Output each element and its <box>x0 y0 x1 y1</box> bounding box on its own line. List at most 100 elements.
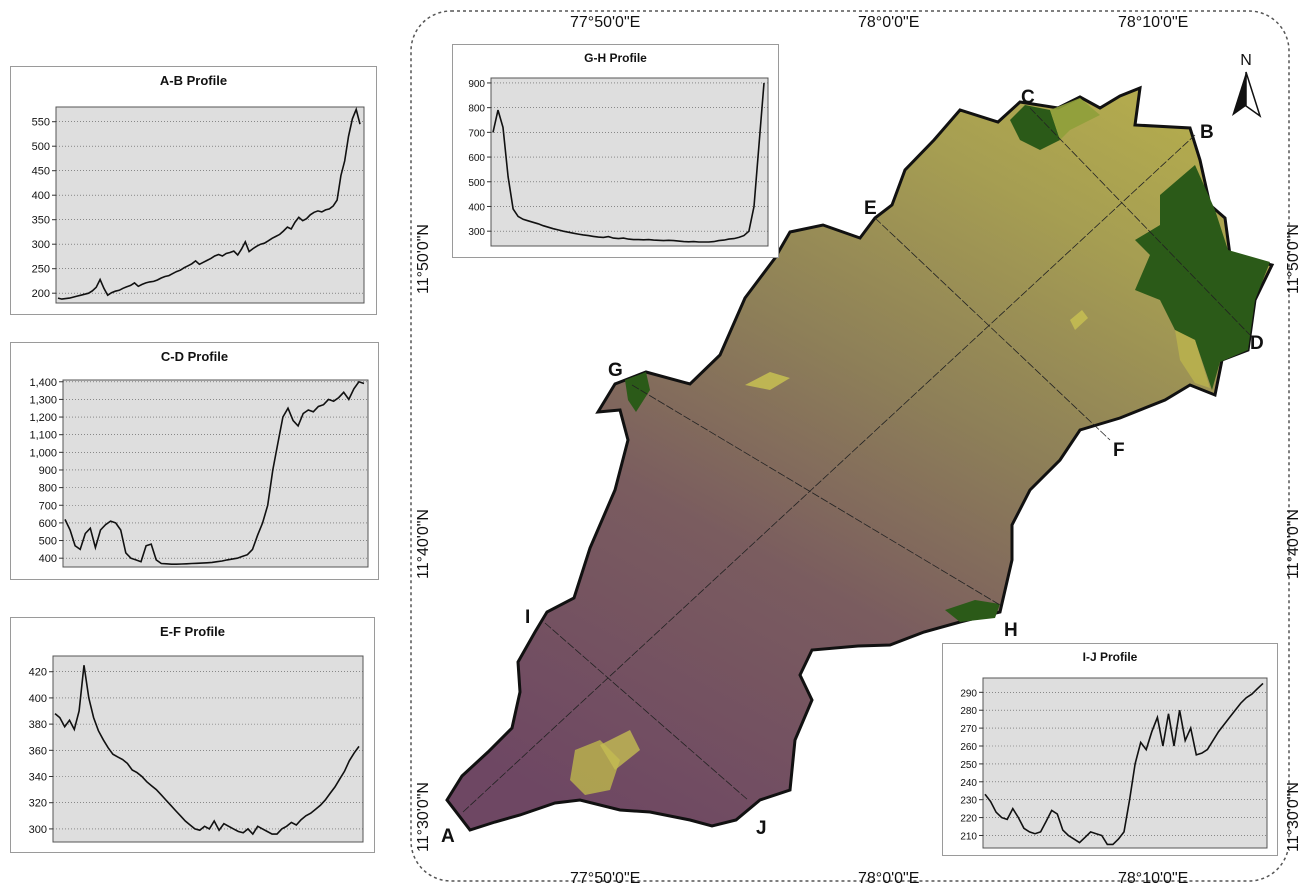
highland-east-fringe <box>1175 330 1210 388</box>
ab-profile-line <box>57 106 361 300</box>
cd-profile-line <box>64 380 365 565</box>
left-latitude-2: 11°40'0"N <box>415 509 432 579</box>
cd-tick-label: 1,200 <box>29 412 57 424</box>
ij-tick-label: 250 <box>960 760 977 771</box>
left-latitude-3: 11°30'0"N <box>415 782 432 852</box>
right-latitude-2: 11°40'0"N <box>1285 509 1302 579</box>
left-latitude-1: 11°50'0"N <box>415 224 432 294</box>
gh-profile-title: G-H Profile <box>584 51 647 65</box>
point-label-e: E <box>864 198 877 219</box>
point-label-g: G <box>608 360 623 381</box>
ab-plot-area <box>55 106 365 304</box>
ij-tick-label: 210 <box>960 831 977 842</box>
ef-profile-title: E-F Profile <box>159 624 225 639</box>
ef-tick-label: 400 <box>29 693 47 705</box>
cd-tick-label: 900 <box>39 465 57 477</box>
ij-profile-line <box>984 682 1264 846</box>
highland-h <box>945 600 1000 622</box>
gh-tick-label: 400 <box>468 202 485 213</box>
ef-tick-label: 360 <box>29 745 47 757</box>
right-latitude-3: 11°30'0"N <box>1285 782 1302 852</box>
highland-g <box>625 372 650 412</box>
gh-profile-chart: G-H Profile 300 400 500 600 700 800 900 <box>452 44 779 258</box>
point-label-d: D <box>1250 333 1264 354</box>
ef-tick-label: 320 <box>29 798 47 810</box>
highland-north-fringe <box>1050 98 1100 140</box>
north-arrow-icon <box>1232 71 1262 118</box>
ab-tick-label: 350 <box>32 215 50 227</box>
top-longitude-3: 78°10'0"E <box>1118 14 1189 31</box>
ab-tick-label: 450 <box>32 166 50 178</box>
transect-c-d <box>1029 107 1251 336</box>
ab-profile-chart: A-B Profile 200 250 300 350 400 450 500 550 <box>10 66 377 315</box>
gh-plot-area <box>490 77 769 247</box>
cd-profile-title: C-D Profile <box>160 349 229 364</box>
ij-profile-chart: I-J Profile 210 220 230 240 250 260 270 280 290 <box>942 643 1278 856</box>
green-patch-ne <box>1070 310 1088 330</box>
gh-tick-label: 600 <box>468 153 485 164</box>
point-label-h: H <box>1004 620 1018 641</box>
bottom-longitude-1: 77°50'0"E <box>570 870 641 887</box>
ef-tick-label: 300 <box>29 824 47 836</box>
ef-tick-label: 340 <box>29 772 47 784</box>
gh-tick-label: 800 <box>468 104 485 115</box>
ef-tick-label: 420 <box>29 667 47 679</box>
ab-tick-label: 250 <box>32 264 50 276</box>
ab-tick-label: 550 <box>32 117 50 129</box>
ij-profile-title: I-J Profile <box>1082 650 1138 664</box>
point-label-a: A <box>441 826 455 847</box>
point-label-i: I <box>525 607 531 628</box>
highland-north <box>1010 105 1060 150</box>
cd-tick-label: 500 <box>39 536 57 548</box>
gh-tick-label: 300 <box>468 227 485 238</box>
ij-tick-label: 270 <box>960 724 977 735</box>
cd-tick-label: 700 <box>39 500 57 512</box>
cd-profile-chart: C-D Profile 400 500 600 700 800 900 1,000 1,100… <box>10 342 379 580</box>
point-label-c: C <box>1021 87 1035 108</box>
ij-plot-area <box>982 677 1268 849</box>
point-label-b: B <box>1200 122 1214 143</box>
cd-tick-label: 600 <box>39 518 57 530</box>
ef-profile-plot: 300 320 340 360 380 400 420 <box>29 655 364 843</box>
ij-tick-label: 280 <box>960 706 977 717</box>
ij-tick-label: 220 <box>960 814 977 825</box>
ef-plot-area <box>52 655 364 843</box>
top-longitude-2: 78°0'0"E <box>858 14 920 31</box>
north-label: N <box>1240 52 1252 69</box>
transect-e-f <box>874 217 1111 441</box>
gh-profile-plot: 300 400 500 600 700 800 900 <box>468 77 769 247</box>
right-latitude-1: 11°50'0"N <box>1285 224 1302 294</box>
cd-tick-label: 1,000 <box>29 447 57 459</box>
gh-tick-label: 900 <box>468 79 485 90</box>
ab-profile-title: A-B Profile <box>159 73 228 88</box>
point-label-f: F <box>1113 440 1125 461</box>
north-arrow: N <box>1226 52 1266 123</box>
gh-profile-line <box>492 82 765 243</box>
cd-tick-label: 1,400 <box>29 377 57 389</box>
ef-tick-label: 380 <box>29 719 47 731</box>
watershed-boundary <box>445 85 1275 832</box>
green-patch-mid <box>745 372 790 390</box>
gh-tick-label: 700 <box>468 128 485 139</box>
cd-profile-plot: 400 500 600 700 800 900 1,000 1,100 1,200 1,300 1,… <box>29 377 369 568</box>
cd-tick-label: 800 <box>39 483 57 495</box>
ab-tick-label: 200 <box>32 288 50 300</box>
cd-tick-label: 1,300 <box>29 394 57 406</box>
ij-tick-label: 230 <box>960 796 977 807</box>
cd-tick-label: 400 <box>39 553 57 565</box>
ij-tick-label: 260 <box>960 742 977 753</box>
bottom-longitude-3: 78°10'0"E <box>1118 870 1189 887</box>
cd-tick-label: 1,100 <box>29 430 57 442</box>
ab-tick-label: 500 <box>32 141 50 153</box>
gh-tick-label: 500 <box>468 178 485 189</box>
ab-tick-label: 300 <box>32 239 50 251</box>
transect-a-b <box>462 134 1196 813</box>
ef-profile-chart: E-F Profile 300 320 340 360 380 400 420 <box>10 617 375 853</box>
cd-plot-area <box>62 379 369 568</box>
transect-i-j <box>544 622 749 801</box>
bottom-longitude-2: 78°0'0"E <box>858 870 920 887</box>
transect-g-h <box>631 384 1001 606</box>
ij-tick-label: 290 <box>960 688 977 699</box>
ij-tick-label: 240 <box>960 778 977 789</box>
